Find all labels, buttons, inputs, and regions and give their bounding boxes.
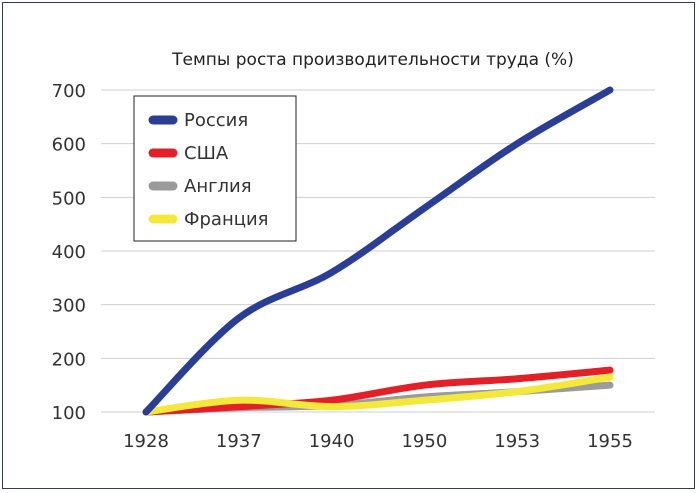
x-axis-ticks: 1928 1937 1940 1950 1953 1955 [123,431,633,452]
y-tick-label: 400 [52,242,86,263]
line-chart: Темпы роста производительности труда (%)… [52,50,655,452]
x-tick-label: 1940 [309,431,355,452]
x-tick-label: 1953 [494,431,540,452]
legend-label: Россия [184,110,248,131]
series-lines [142,86,614,416]
chart-frame: Темпы роста производительности труда (%)… [2,2,695,489]
chart-title: Темпы роста производительности труда (%) [171,50,574,70]
series-line-1 [142,366,614,416]
x-tick-label: 1928 [123,431,169,452]
series-line-3 [142,373,614,416]
legend-label: Франция [184,209,269,230]
y-tick-label: 500 [52,188,86,209]
y-tick-label: 100 [52,403,86,424]
y-tick-label: 200 [52,349,86,370]
legend-label: США [184,143,229,164]
y-tick-label: 600 [52,135,86,156]
legend-label: Англия [184,176,252,197]
y-axis-ticks: 100 200 300 400 500 600 700 [52,81,86,424]
x-tick-label: 1937 [216,431,262,452]
x-tick-label: 1955 [587,431,633,452]
legend: Россия США Англия Франция [133,95,297,242]
series-line-0 [142,86,614,416]
y-tick-label: 700 [52,81,86,102]
y-tick-label: 300 [52,296,86,317]
x-tick-label: 1950 [401,431,447,452]
